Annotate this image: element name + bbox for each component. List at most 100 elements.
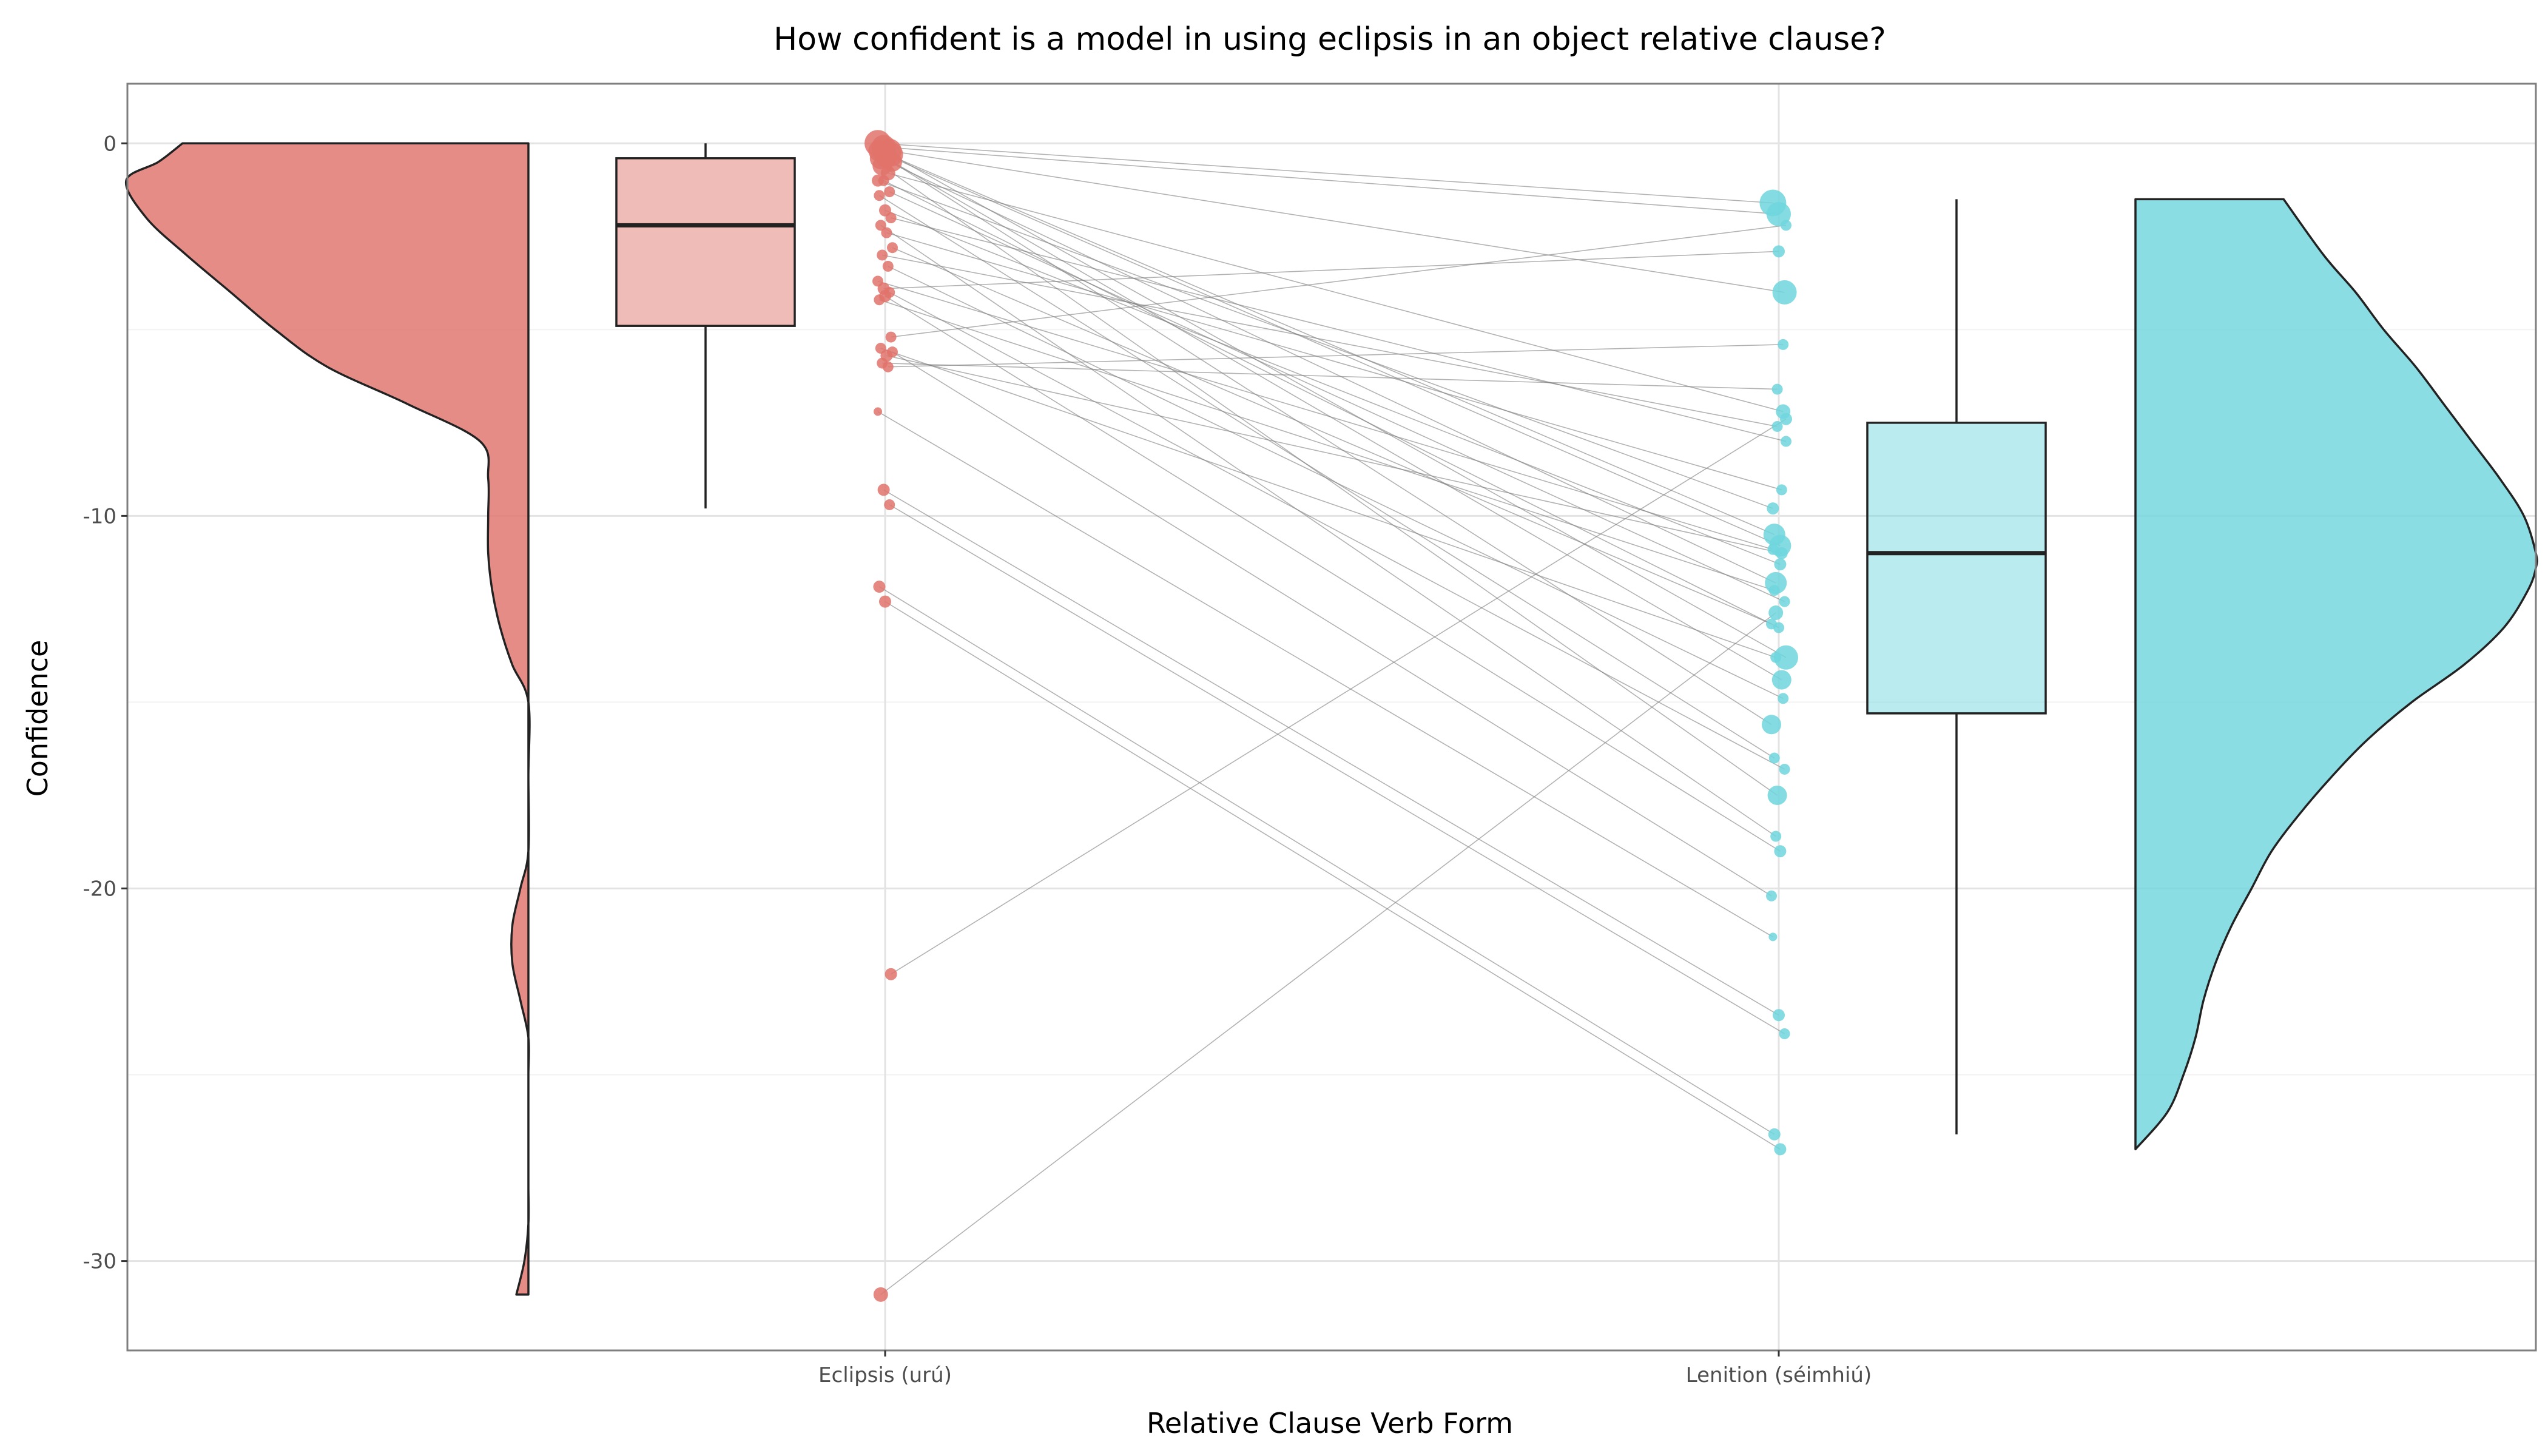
lenition-point bbox=[1762, 715, 1781, 735]
lenition-point bbox=[1773, 245, 1785, 258]
eclipsis-point bbox=[885, 968, 897, 980]
box-body bbox=[1866, 422, 2047, 715]
lenition-point bbox=[1768, 932, 1778, 942]
lenition-point bbox=[1771, 670, 1791, 690]
x-tick-label: Eclipsis (urú) bbox=[818, 1363, 952, 1387]
lenition-point bbox=[1772, 280, 1797, 305]
paired-line bbox=[891, 224, 1787, 338]
lenition-point bbox=[1770, 652, 1782, 663]
density-cloud bbox=[124, 142, 531, 1296]
eclipsis-point bbox=[887, 242, 898, 254]
density-clouds bbox=[124, 142, 2538, 1296]
paired-line bbox=[885, 601, 1781, 1150]
paired-line bbox=[888, 344, 1784, 368]
paired-line bbox=[877, 411, 1773, 938]
lenition-point bbox=[1771, 420, 1783, 432]
paired-line bbox=[883, 251, 1779, 289]
paired-line bbox=[879, 150, 1775, 535]
paired-line bbox=[883, 180, 1779, 629]
paired-line bbox=[879, 299, 1775, 591]
paired-line bbox=[892, 161, 1772, 725]
lenition-point bbox=[1767, 544, 1779, 555]
paired-line bbox=[882, 254, 1778, 427]
eclipsis-point bbox=[884, 499, 895, 510]
lenition-point bbox=[1778, 693, 1789, 704]
eclipsis-point bbox=[873, 1287, 888, 1302]
paired-line bbox=[885, 210, 1781, 565]
x-axis-title: Relative Clause Verb Form bbox=[1147, 1407, 1513, 1440]
lenition-point bbox=[1766, 618, 1777, 630]
paired-line bbox=[881, 165, 1778, 796]
paired-line bbox=[889, 150, 1785, 293]
lenition-point bbox=[1773, 1009, 1785, 1022]
lenition-point bbox=[1767, 502, 1779, 515]
paired-line bbox=[880, 158, 1776, 584]
paired-line bbox=[889, 504, 1785, 1034]
eclipsis-point bbox=[879, 595, 891, 608]
y-axis-title: Confidence bbox=[21, 640, 54, 797]
paired-line bbox=[886, 158, 1782, 681]
eclipsis-point bbox=[879, 290, 891, 303]
panel-border bbox=[126, 83, 2537, 1352]
eclipsis-point bbox=[875, 220, 886, 231]
paired-line bbox=[889, 292, 1785, 770]
eclipsis-point bbox=[885, 331, 897, 343]
paired-line bbox=[885, 153, 1781, 547]
eclipsis-point bbox=[884, 186, 895, 198]
x-tick-label: Lenition (séimhiú) bbox=[1686, 1363, 1872, 1387]
eclipsis-point bbox=[885, 212, 897, 224]
eclipsis-point bbox=[887, 346, 898, 358]
lenition-point bbox=[1779, 596, 1790, 607]
y-tick-label: 0 bbox=[103, 132, 116, 156]
lenition-point bbox=[1770, 831, 1782, 842]
box-plots bbox=[615, 143, 2047, 1134]
lenition-point bbox=[1774, 558, 1787, 571]
paired-line bbox=[878, 195, 1775, 759]
eclipsis-point bbox=[881, 227, 892, 238]
lenition-point bbox=[1781, 220, 1791, 231]
lenition-point bbox=[1768, 1128, 1781, 1141]
paired-line bbox=[892, 351, 1772, 897]
paired-line bbox=[891, 153, 1787, 658]
axis-ticks: 0 -10 -20 -30 Eclipsis (urú) Lenition (séimhi… bbox=[83, 132, 1872, 1387]
lenition-point bbox=[1766, 890, 1777, 902]
eclipsis-point bbox=[882, 260, 894, 272]
lenition-point bbox=[1779, 1028, 1790, 1039]
paired-line bbox=[886, 355, 1782, 554]
lenition-point bbox=[1767, 785, 1787, 805]
density-cloud bbox=[2134, 198, 2538, 1151]
lenition-point bbox=[1768, 752, 1780, 764]
lenition-point bbox=[1768, 605, 1784, 621]
lenition-point bbox=[1780, 413, 1792, 425]
lenition-point bbox=[1771, 383, 1783, 395]
eclipsis-point bbox=[878, 175, 889, 186]
paired-line bbox=[878, 586, 1775, 1135]
paired-line bbox=[880, 612, 1776, 1295]
eclipsis-point bbox=[882, 361, 894, 372]
eclipsis-point bbox=[874, 190, 885, 201]
paired-line bbox=[877, 180, 1773, 509]
lenition-point bbox=[1768, 585, 1780, 596]
y-tick-label: -20 bbox=[83, 877, 116, 901]
eclipsis-point bbox=[873, 581, 886, 593]
lenition-point bbox=[1774, 845, 1787, 858]
lenition-point bbox=[1775, 547, 1788, 559]
lenition-point bbox=[1779, 763, 1790, 775]
lenition-point bbox=[1774, 645, 1798, 670]
paired-line bbox=[891, 419, 1787, 975]
paired-line bbox=[883, 489, 1779, 1016]
y-tick-label: -30 bbox=[83, 1250, 116, 1274]
paired-line bbox=[886, 232, 1782, 491]
eclipsis-point bbox=[877, 249, 888, 261]
data-points bbox=[864, 130, 1798, 1302]
eclipsis-point bbox=[877, 484, 890, 496]
lenition-point bbox=[1781, 436, 1791, 447]
paired-line bbox=[877, 280, 1773, 550]
y-tick-label: -10 bbox=[83, 504, 116, 528]
lenition-point bbox=[1776, 484, 1787, 496]
box-body bbox=[615, 157, 796, 327]
paired-line bbox=[888, 266, 1784, 699]
lenition-point bbox=[1778, 339, 1789, 350]
paired-line bbox=[877, 143, 1773, 204]
